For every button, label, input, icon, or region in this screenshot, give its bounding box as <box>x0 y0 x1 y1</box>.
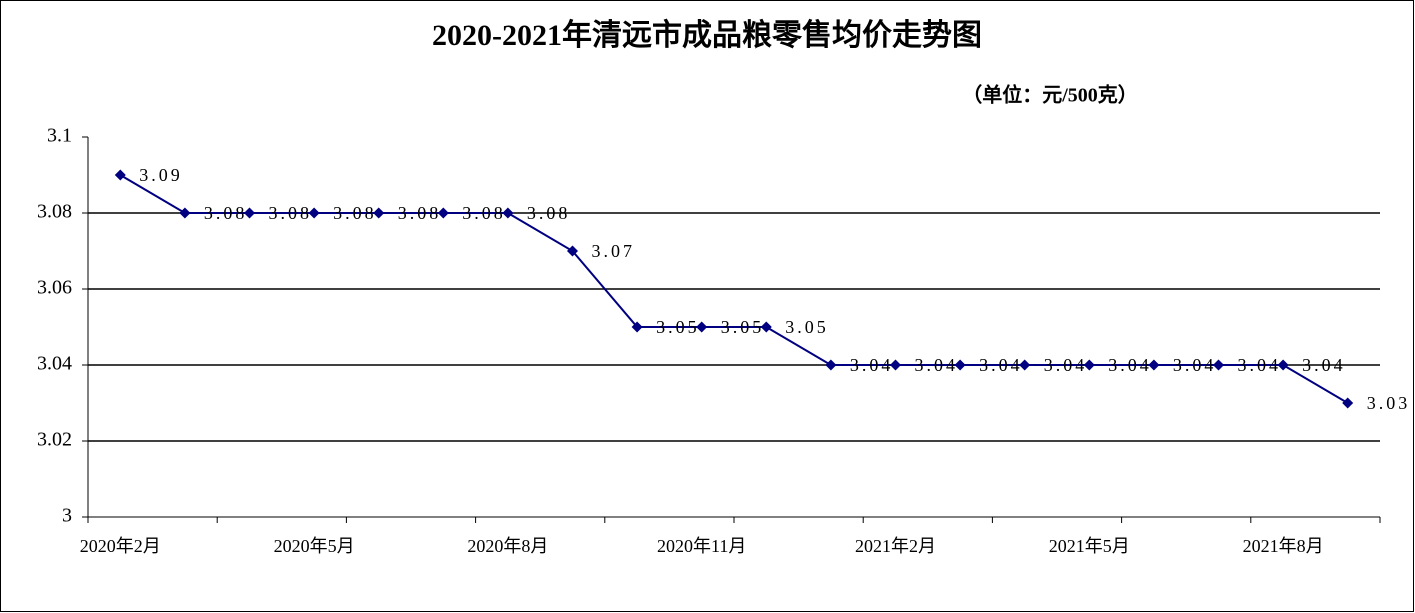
series-line <box>119 174 1349 404</box>
data-point <box>373 207 385 219</box>
data-point <box>437 207 449 219</box>
data-point <box>1277 359 1289 371</box>
x-tick-label: 2021年2月 <box>855 536 936 556</box>
chart-title: 2020-2021年清远市成品粮零售均价走势图 <box>432 18 982 52</box>
y-tick-label: 3.04 <box>37 353 72 375</box>
data-label: 3.08 <box>462 203 506 223</box>
data-label: 3.04 <box>850 355 894 375</box>
data-label: 3.05 <box>656 317 700 337</box>
data-label: 3.08 <box>269 203 313 223</box>
data-point <box>890 359 901 371</box>
data-point <box>1148 359 1160 371</box>
data-label: 3.03 <box>1367 393 1411 413</box>
data-label: 3.04 <box>979 355 1023 375</box>
data-point <box>1342 397 1354 409</box>
data-point <box>760 321 772 333</box>
data-label: 3.07 <box>592 241 636 261</box>
data-point <box>502 207 514 219</box>
data-label: 3.04 <box>1302 355 1346 375</box>
x-tick-label: 2021年8月 <box>1243 536 1324 556</box>
data-point <box>1083 359 1095 371</box>
data-label: 3.04 <box>1108 355 1152 375</box>
y-tick-label: 3.1 <box>47 125 72 147</box>
data-label: 3.05 <box>785 317 829 337</box>
y-tick-label: 3 <box>62 505 72 527</box>
y-tick-label: 3.06 <box>37 277 72 299</box>
data-point <box>825 359 837 371</box>
data-point <box>567 245 578 257</box>
data-label: 3.04 <box>915 355 959 375</box>
x-tick-label: 2020年8月 <box>467 536 548 556</box>
data-label: 3.08 <box>204 203 248 223</box>
x-tick-label: 2021年5月 <box>1049 536 1130 556</box>
data-point <box>308 207 320 219</box>
data-point <box>954 359 966 371</box>
data-label: 3.04 <box>1238 355 1282 375</box>
data-label: 3.04 <box>1044 355 1088 375</box>
x-tick-label: 2020年11月 <box>657 536 746 556</box>
data-label: 3.04 <box>1173 355 1217 375</box>
data-label: 3.05 <box>721 317 765 337</box>
data-point <box>1213 359 1224 371</box>
data-label: 3.08 <box>333 203 377 223</box>
y-tick-label: 3.02 <box>37 429 72 451</box>
data-point <box>244 207 255 219</box>
x-tick-label: 2020年5月 <box>274 536 355 556</box>
data-point <box>114 169 126 181</box>
data-label: 3.08 <box>527 203 571 223</box>
data-label: 3.08 <box>398 203 442 223</box>
x-tick-label: 2020年2月 <box>80 536 161 556</box>
y-tick-label: 3.08 <box>37 201 72 223</box>
data-point <box>696 321 708 333</box>
chart-subtitle: （单位：元/500克） <box>962 83 1138 107</box>
data-point <box>1019 359 1031 371</box>
data-label: 3.09 <box>139 165 183 185</box>
data-point <box>179 207 191 219</box>
data-point <box>631 321 643 333</box>
